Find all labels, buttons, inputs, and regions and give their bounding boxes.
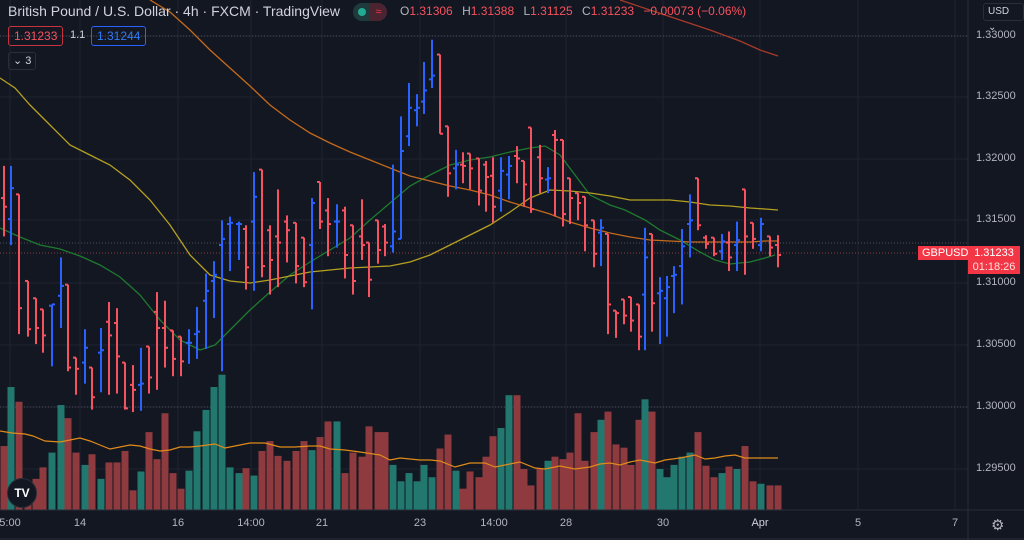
time-tick-label: 14:00: [480, 517, 508, 529]
price-tick-label: 1.32500: [976, 90, 1016, 102]
indicators-collapse-button[interactable]: ⌄ 3: [8, 52, 37, 70]
price-tick-label: 1.32000: [976, 152, 1016, 164]
price-tick-label: 1.30500: [976, 338, 1016, 350]
buy-price-button[interactable]: 1.31244: [91, 26, 147, 46]
high-label: H: [462, 4, 471, 18]
settings-gear-icon[interactable]: ⚙: [991, 517, 1005, 534]
bar-countdown: 01:18:26: [972, 261, 1016, 273]
price-tick-label: 1.30000: [976, 400, 1016, 412]
volume-moving-average: [0, 430, 778, 470]
last-price-value: 1.31233: [974, 247, 1014, 259]
close-value: 1.31233: [590, 4, 635, 18]
low-value: 1.31125: [530, 4, 573, 18]
time-tick-label: 14: [73, 517, 87, 529]
time-tick-label: 21: [315, 517, 329, 529]
market-open-dot-icon: [358, 8, 366, 16]
last-price-label: 1.31233 01:18:26: [968, 246, 1020, 274]
change-value: −0.00073 (−0.06%): [643, 4, 747, 18]
spread-value: 1.1: [70, 29, 86, 41]
close-label: C: [582, 4, 591, 18]
price-tick-label: 1.33000: [976, 29, 1016, 41]
time-tick-label: 23: [413, 517, 427, 529]
open-label: O: [400, 4, 410, 18]
tradingview-logo-icon[interactable]: TV: [7, 478, 37, 508]
time-tick-label: 30: [656, 517, 670, 529]
ohlc-legend: O1.31306 H1.31388 L1.31125 C1.31233 −0.0…: [400, 4, 752, 18]
volume-histogram: [0, 374, 782, 510]
time-tick-label: 5: [854, 517, 862, 529]
sell-price-button[interactable]: 1.31233: [8, 26, 64, 46]
approx-icon: ≈: [370, 3, 387, 21]
symbol-title[interactable]: British Pound / U.S. Dollar · 4h · FXCM …: [8, 3, 340, 19]
time-tick-label: 28: [559, 517, 573, 529]
moving-average-lines: [0, 0, 779, 351]
open-value: 1.31306: [409, 4, 453, 18]
chart-grid: [0, 0, 968, 510]
market-status-toggle[interactable]: ≈: [353, 3, 387, 21]
high-value: 1.31388: [470, 4, 515, 18]
price-tick-label: 1.31500: [976, 213, 1016, 225]
time-tick-label: 16: [171, 517, 185, 529]
symbol-price-label: GBPUSD: [918, 246, 973, 260]
time-tick-label: 7: [951, 517, 959, 529]
price-tick-label: 1.31000: [976, 276, 1016, 288]
time-tick-label: 5:00: [0, 517, 21, 529]
ohlc-bars: [1, 39, 781, 413]
low-label: L: [523, 4, 531, 18]
currency-selector[interactable]: USD ⌄: [983, 3, 1024, 33]
time-tick-label: Apr: [751, 517, 769, 529]
time-tick-label: 14:00: [237, 517, 265, 529]
price-tick-label: 1.29500: [976, 462, 1016, 474]
